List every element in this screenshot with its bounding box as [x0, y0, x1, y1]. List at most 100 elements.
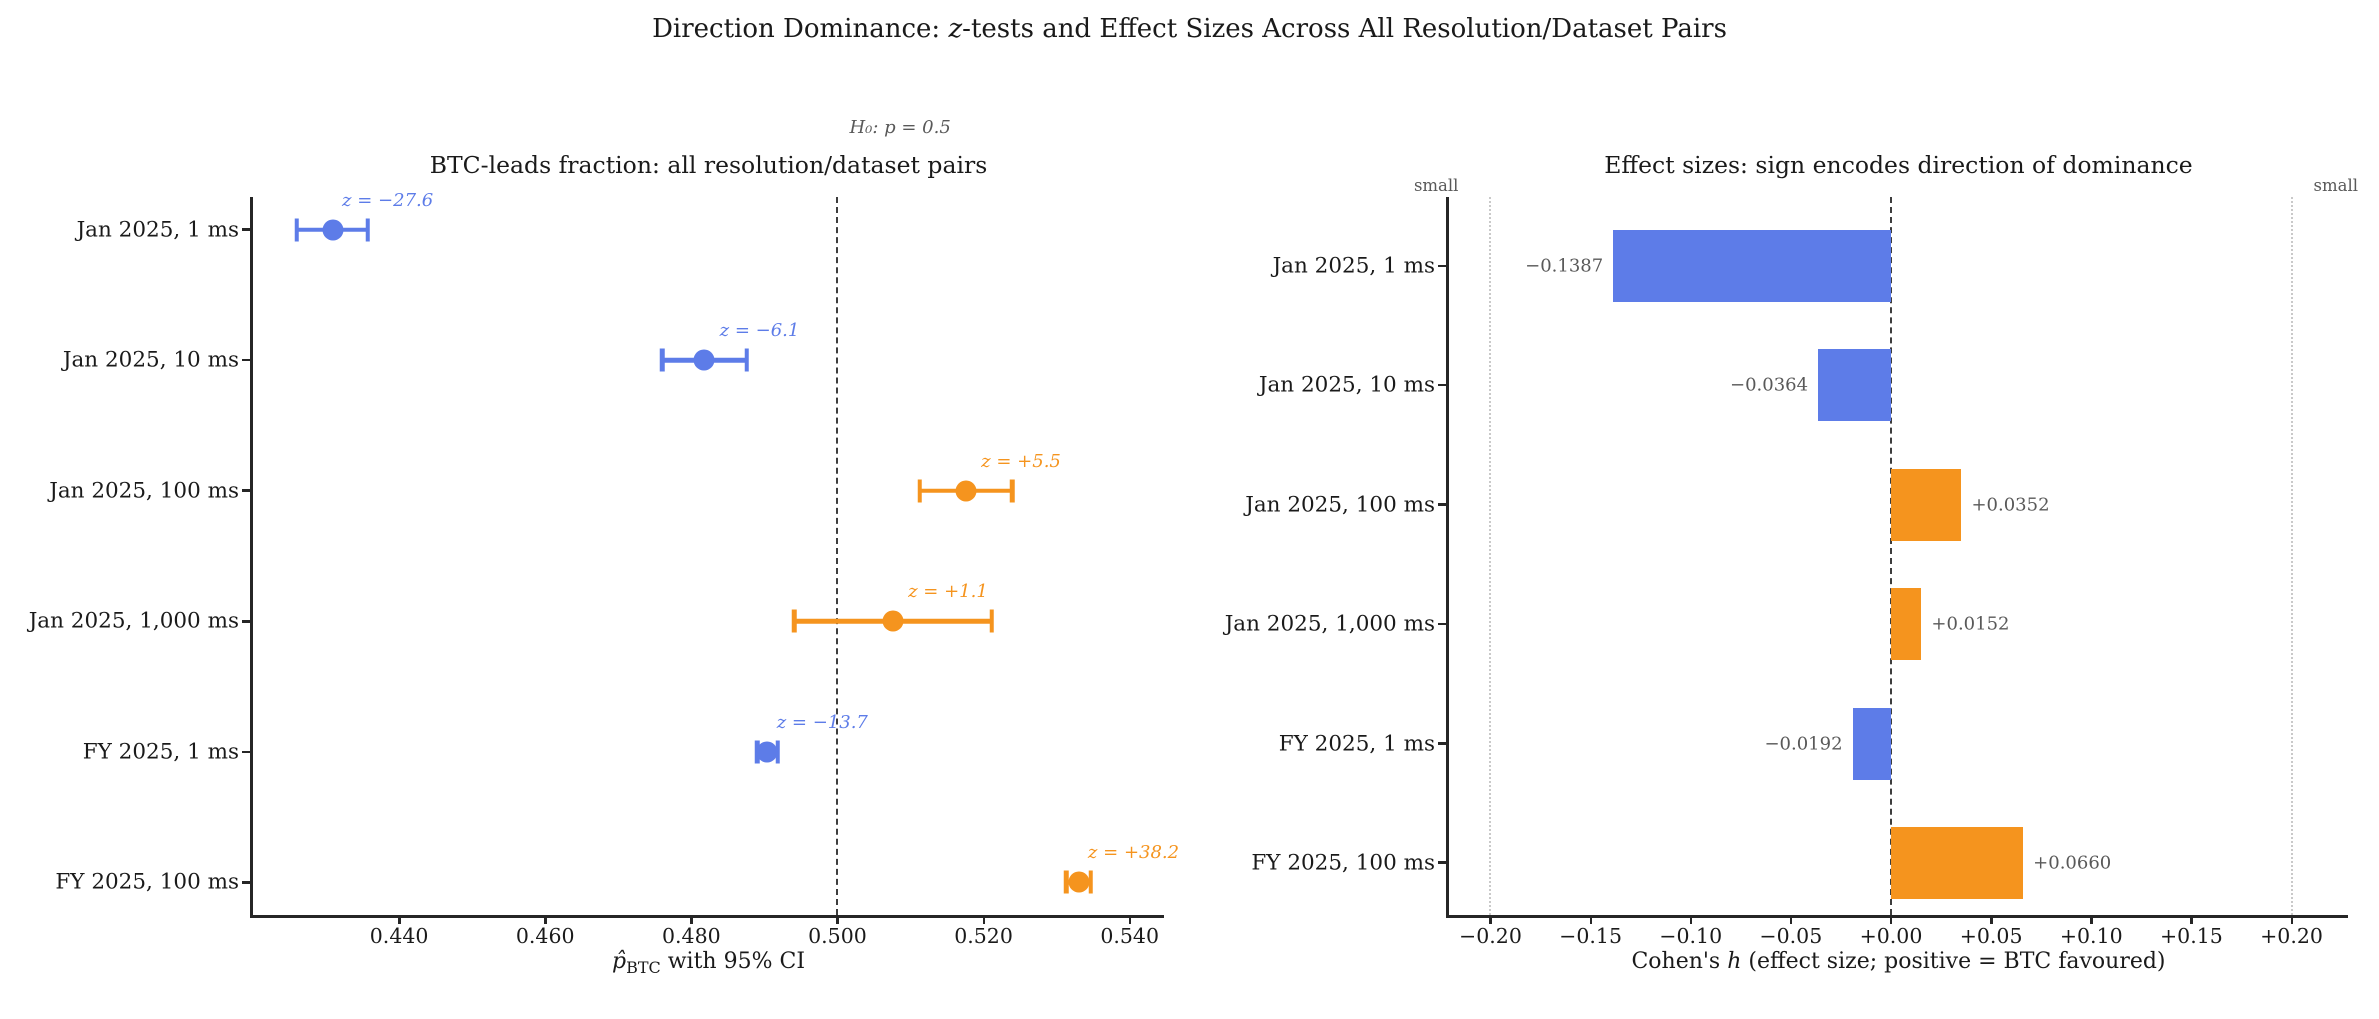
y-tick-mark — [1438, 742, 1449, 745]
bar-value-label: −0.0192 — [1764, 733, 1843, 754]
row-label: Jan 2025, 1,000 ms — [28, 608, 239, 634]
x-tick-label: −0.20 — [1459, 924, 1522, 948]
ci-cap — [744, 348, 750, 372]
x-tick-mark — [1589, 915, 1593, 924]
x-tick-label: +0.10 — [2059, 924, 2123, 948]
row-label: FY 2025, 100 ms — [1251, 850, 1435, 875]
x-tick-label: 0.500 — [808, 924, 867, 948]
y-tick-mark — [242, 358, 253, 362]
effect-size-bar — [1852, 707, 1891, 780]
ci-cap — [294, 218, 300, 242]
x-tick-mark — [2090, 915, 2093, 924]
y-tick-mark — [242, 750, 253, 754]
point-marker — [955, 480, 977, 502]
row-label: Jan 2025, 1 ms — [1272, 253, 1435, 279]
x-tick-label: +0.20 — [2260, 924, 2323, 948]
z-stat-annotation: z = −27.6 — [342, 189, 434, 211]
right-axes: Effect sizes: sign encodes direction of … — [1225, 151, 2358, 974]
x-tick-mark — [1990, 915, 1993, 924]
effect-size-bar — [1890, 468, 1962, 541]
left-panel-title: BTC-leads fraction: all resolution/datas… — [429, 151, 988, 179]
x-tick-mark — [1128, 915, 1132, 924]
x-tick-label: 0.460 — [515, 924, 575, 948]
row-label: Jan 2025, 10 ms — [1258, 372, 1435, 398]
x-tick-label: 0.540 — [1100, 924, 1159, 948]
point-marker — [322, 219, 344, 241]
right-x-axis-label: Cohen's h (effect size; positive = BTC f… — [1631, 949, 2166, 974]
y-tick-mark — [1438, 383, 1449, 387]
left-x-axis-label: p̂BTC with 95% CI — [611, 949, 806, 977]
y-tick-mark — [1438, 622, 1449, 626]
z-stat-annotation: z = +38.2 — [1087, 842, 1180, 864]
x-tick-label: 0.440 — [369, 924, 429, 948]
row-label: FY 2025, 1 ms — [82, 739, 239, 765]
y-tick-mark — [242, 881, 253, 884]
x-tick-mark — [2190, 915, 2193, 924]
bar-value-label: −0.1387 — [1525, 255, 1604, 277]
small-effect-threshold-line — [2290, 197, 2293, 915]
z-stat-annotation: z = −6.1 — [719, 320, 800, 342]
x-tick-label: +0.00 — [1859, 924, 1923, 948]
null-hypothesis-line — [836, 197, 839, 915]
x-tick-label: −0.15 — [1559, 924, 1622, 948]
point-marker — [882, 610, 904, 632]
row-label: FY 2025, 100 ms — [55, 869, 239, 895]
z-stat-annotation: z = +1.1 — [908, 581, 988, 603]
bar-value-label: +0.0352 — [1971, 494, 2050, 515]
small-threshold-label-left: small — [1413, 176, 1459, 195]
h0-annotation: H₀: p = 0.5 — [849, 117, 951, 138]
ci-cap — [365, 218, 370, 242]
x-tick-label: +0.15 — [2159, 924, 2223, 948]
effect-size-bar — [1890, 588, 1922, 660]
ci-cap — [917, 479, 923, 503]
y-tick-mark — [1438, 264, 1449, 268]
right-panel-title: Effect sizes: sign encodes direction of … — [1604, 151, 2193, 179]
small-threshold-label-right: small — [2313, 176, 2359, 195]
x-tick-mark — [1889, 915, 1893, 924]
x-tick-label: +0.05 — [1959, 924, 2023, 948]
row-label: Jan 2025, 10 ms — [62, 347, 239, 373]
bar-value-label: +0.0660 — [2033, 852, 2112, 873]
y-tick-mark — [242, 620, 253, 623]
y-tick-mark — [242, 489, 253, 492]
ci-cap — [1088, 870, 1094, 894]
ci-cap — [659, 348, 665, 372]
x-tick-label: −0.05 — [1759, 924, 1823, 948]
null-hypothesis-line — [1889, 197, 1892, 915]
bar-value-label: +0.0152 — [1931, 613, 2010, 635]
point-marker — [693, 349, 715, 371]
effect-size-bar — [1890, 826, 2024, 899]
left-axes: BTC-leads fraction: all resolution/datas… — [29, 117, 1179, 977]
bar-value-label: −0.0364 — [1730, 374, 1809, 396]
ci-cap — [989, 609, 994, 633]
y-tick-mark — [242, 228, 253, 231]
x-tick-mark — [2290, 915, 2294, 924]
ci-cap — [1063, 870, 1069, 894]
x-tick-mark — [398, 915, 401, 924]
x-tick-label: 0.520 — [954, 924, 1013, 948]
x-tick-label: 0.480 — [661, 924, 721, 948]
ci-cap — [792, 609, 797, 633]
x-tick-label: −0.10 — [1659, 924, 1723, 948]
small-effect-threshold-line — [1489, 197, 1492, 915]
row-label: Jan 2025, 100 ms — [1245, 492, 1435, 517]
x-tick-mark — [690, 915, 693, 924]
x-tick-mark — [1689, 915, 1693, 924]
effect-size-bar — [1818, 349, 1891, 421]
x-tick-mark — [1489, 915, 1492, 924]
x-tick-mark — [1789, 915, 1793, 924]
z-stat-annotation: z = −13.7 — [776, 711, 868, 733]
row-label: Jan 2025, 1 ms — [76, 217, 239, 243]
effect-size-bar — [1613, 230, 1891, 302]
y-tick-mark — [1438, 503, 1449, 506]
x-tick-mark — [982, 915, 986, 924]
x-tick-mark — [836, 915, 839, 924]
point-marker — [756, 741, 778, 763]
row-label: Jan 2025, 1,000 ms — [1224, 611, 1435, 637]
figure-title: Direction Dominance: z-tests and Effect … — [652, 14, 1727, 44]
ci-cap — [1009, 479, 1015, 503]
z-stat-annotation: z = +5.5 — [981, 450, 1061, 472]
y-tick-mark — [1438, 861, 1449, 864]
x-tick-mark — [544, 915, 547, 924]
